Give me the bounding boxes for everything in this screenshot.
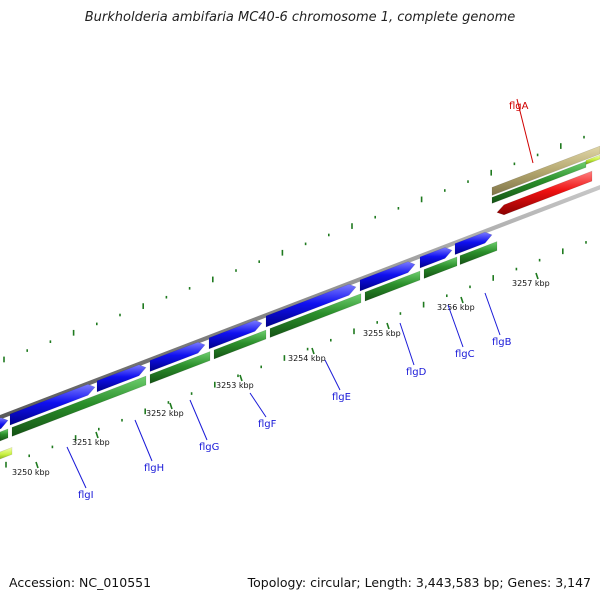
gene-label: flgG bbox=[199, 442, 219, 453]
misc-feature-block bbox=[585, 154, 600, 165]
gene-leader-line bbox=[134, 419, 153, 462]
gene-block bbox=[491, 160, 587, 204]
gene-leader-line bbox=[324, 359, 341, 391]
cds-forward-arrow bbox=[0, 417, 9, 430]
gene-leader-line bbox=[66, 446, 87, 489]
gene-leader-line bbox=[484, 292, 501, 336]
coordinate-tick bbox=[460, 296, 464, 304]
cds-reverse-arrow bbox=[496, 170, 593, 216]
gene-block bbox=[11, 375, 147, 437]
gene-block bbox=[423, 256, 458, 279]
genome-stats-text: Topology: circular; Length: 3,443,583 bp… bbox=[247, 575, 591, 590]
coordinate-tick-label: 3255 kbp bbox=[363, 329, 401, 338]
gene-block bbox=[213, 329, 267, 360]
map-layer: 3250 kbp 3251 kbp 3252 kbp 3253 kbp 3254 kbp… bbox=[0, 98, 600, 501]
cds-forward-arrow bbox=[419, 247, 453, 269]
gene-leader-line bbox=[249, 392, 267, 418]
gene-block bbox=[364, 270, 421, 302]
cds-forward-arrow bbox=[208, 319, 263, 350]
gene-leader-line bbox=[189, 399, 208, 441]
coordinate-tick bbox=[386, 322, 390, 330]
misc-feature-block bbox=[0, 446, 13, 460]
misc-feature-block bbox=[491, 145, 600, 196]
gene-label: flgA bbox=[509, 101, 529, 112]
coordinate-tick bbox=[311, 347, 315, 355]
coordinate-tick-label: 3256 kbp bbox=[437, 303, 475, 312]
coordinate-tick-label: 3251 kbp bbox=[72, 438, 110, 447]
cds-forward-arrow bbox=[359, 261, 416, 292]
coordinate-tick bbox=[35, 461, 39, 469]
coordinate-tick bbox=[169, 402, 173, 410]
cds-forward-arrow bbox=[9, 383, 96, 426]
gene-leader-line bbox=[447, 304, 464, 348]
coordinate-tick bbox=[535, 272, 539, 280]
gene-leader-line bbox=[516, 98, 534, 164]
gene-block bbox=[149, 351, 211, 384]
gene-label: flgD bbox=[406, 367, 427, 378]
coordinate-tick bbox=[95, 431, 99, 439]
gene-block bbox=[0, 428, 9, 442]
gene-block bbox=[269, 293, 362, 338]
gene-label: flgF bbox=[258, 419, 277, 430]
gene-label: flgC bbox=[455, 349, 475, 360]
coordinate-tick-label: 3252 kbp bbox=[146, 409, 184, 418]
coordinate-tick-label: 3254 kbp bbox=[288, 354, 326, 363]
cds-forward-arrow bbox=[265, 283, 357, 328]
coordinate-tick bbox=[239, 374, 243, 382]
cds-forward-arrow bbox=[149, 341, 206, 372]
genome-backbone bbox=[0, 185, 600, 420]
gene-label: flgH bbox=[144, 463, 164, 474]
gene-label: flgE bbox=[332, 392, 351, 403]
cds-forward-arrow bbox=[96, 364, 147, 393]
coordinate-tick-label: 3257 kbp bbox=[512, 279, 550, 288]
coordinate-tick-label: 3253 kbp bbox=[216, 381, 254, 390]
accession-text: Accession: NC_010551 bbox=[9, 575, 152, 590]
gene-leader-line bbox=[399, 322, 415, 366]
cds-forward-arrow bbox=[454, 231, 493, 256]
map-title: Burkholderia ambifaria MC40-6 chromosome… bbox=[84, 10, 516, 25]
gene-block bbox=[459, 241, 498, 266]
gene-label: flgI bbox=[78, 490, 94, 501]
coordinate-tick-label: 3250 kbp bbox=[12, 468, 50, 477]
gene-label: flgB bbox=[492, 337, 512, 348]
